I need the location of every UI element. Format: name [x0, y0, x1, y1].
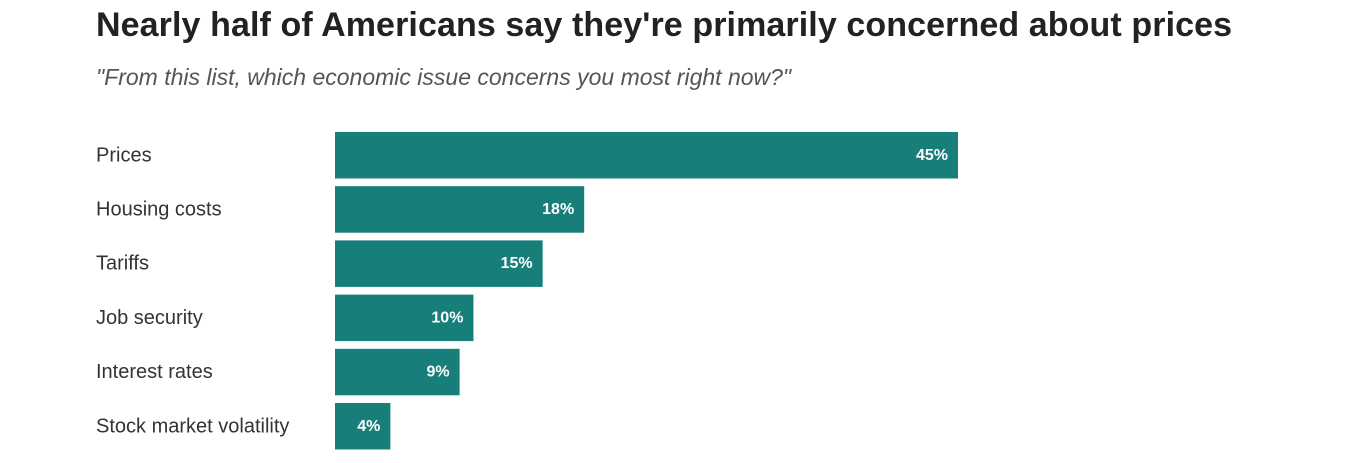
category-label: Stock market volatility — [96, 415, 289, 437]
bar — [335, 240, 543, 287]
category-label: Tariffs — [96, 253, 149, 275]
chart-subtitle: "From this list, which economic issue co… — [96, 64, 792, 90]
value-label: 45% — [916, 147, 948, 164]
bar — [335, 403, 391, 450]
category-label: Interest rates — [96, 361, 213, 383]
category-label: Prices — [96, 144, 152, 166]
value-label: 15% — [501, 255, 533, 272]
bar — [335, 348, 460, 396]
category-label: Job security — [96, 307, 203, 329]
bar — [335, 186, 585, 233]
bar — [335, 294, 474, 342]
value-label: 9% — [426, 364, 449, 381]
value-label: 18% — [542, 201, 574, 218]
bar — [335, 132, 958, 179]
category-label: Housing costs — [96, 198, 222, 220]
value-label: 4% — [357, 418, 380, 435]
value-label: 10% — [431, 309, 463, 326]
chart-title: Nearly half of Americans say they're pri… — [96, 6, 1233, 44]
